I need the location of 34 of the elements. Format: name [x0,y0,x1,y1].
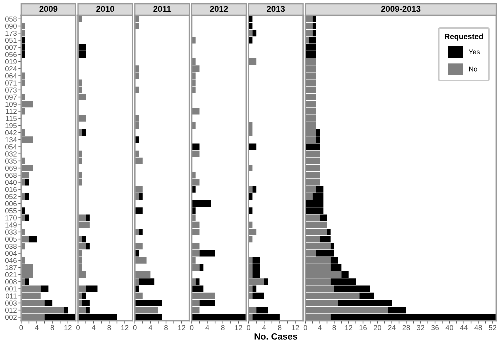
chart-title: 2012 [210,6,228,12]
bar [139,228,143,236]
chart-title: 2009-2013 [381,6,421,12]
bar [82,130,86,136]
bar [135,257,147,264]
bar [25,179,30,186]
bar [248,144,257,150]
bar [200,250,216,257]
bar [252,186,257,193]
bar [264,278,268,286]
chart-title: 2013 [267,6,286,12]
bar [86,286,98,292]
bar [139,193,143,200]
bar [192,108,200,115]
bar [135,307,158,314]
bar [139,278,155,286]
chart-title: 2009 [40,6,58,12]
chart-title: 2011 [154,6,172,12]
bar [21,214,26,222]
bar [82,236,86,243]
bar [86,214,90,222]
bar [200,264,204,271]
bar [135,300,162,306]
bar [192,144,200,150]
x-axis-title: No. Cases [254,334,298,340]
chart-title: 2010 [96,6,114,12]
bar [200,300,216,306]
bar [44,300,53,306]
bar [29,236,37,243]
bar [135,314,162,321]
bar [86,243,90,250]
bar [252,30,257,37]
bar [40,286,49,292]
bar [25,214,30,222]
